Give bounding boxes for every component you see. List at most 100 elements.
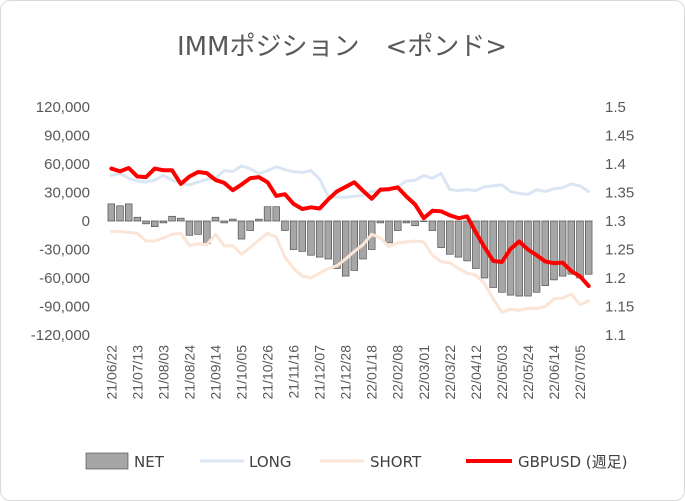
net-bar: [237, 220, 246, 240]
net-bar: [151, 220, 159, 227]
net-bar: [394, 220, 402, 231]
net-bar: [263, 206, 272, 222]
net-bar: [177, 217, 185, 222]
net-bar: [298, 220, 306, 252]
net-bar: [558, 220, 567, 277]
left-tick-label: 0: [82, 213, 90, 230]
right-tick-label: 1.35: [605, 185, 634, 202]
legend-short-label: SHORT: [370, 453, 422, 471]
x-tick-label: 22/07/05: [572, 345, 588, 400]
net-bar: [446, 220, 454, 255]
left-tick-label: 30,000: [44, 185, 90, 202]
left-tick-label: 60,000: [44, 156, 90, 173]
legend-long-label: LONG: [249, 453, 291, 471]
net-bar: [428, 220, 437, 231]
net-bar: [341, 220, 350, 277]
net-bar: [289, 220, 298, 250]
net-bar: [524, 220, 532, 297]
x-tick-label: 22/05/03: [494, 345, 510, 400]
net-bar: [420, 220, 428, 222]
net-bar: [107, 203, 116, 222]
x-tick-label: 22/01/18: [364, 345, 380, 400]
net-bar: [315, 220, 324, 258]
series-line-short: [109, 229, 591, 314]
left-tick-label: -90,000: [39, 299, 90, 316]
net-bar: [576, 220, 584, 279]
net-bar: [454, 220, 463, 258]
net-bar: [133, 216, 142, 222]
left-axis: 120,000 90,000 60,000 30,000 0 -30,000 -60,000…: [31, 99, 90, 344]
x-tick-label: 21/12/28: [338, 345, 354, 400]
net-bar: [307, 220, 315, 256]
net-bar: [229, 218, 237, 222]
net-bar: [463, 220, 471, 262]
x-tick-label: 21/10/26: [260, 345, 276, 400]
net-bar: [116, 205, 124, 222]
net-bar: [324, 220, 332, 260]
right-tick-label: 1.1: [605, 327, 626, 344]
x-tick-label: 21/08/03: [155, 345, 171, 400]
x-tick-label: 21/11/16: [286, 345, 302, 399]
chart-title: IMMポジション <ポンド>: [177, 32, 507, 62]
legend-net-label: NET: [134, 453, 165, 471]
net-bar: [194, 220, 202, 235]
net-bar: [567, 220, 575, 275]
right-axis: 1.5 1.45 1.4 1.35 1.3 1.25 1.2 1.15 1.1: [605, 99, 634, 344]
net-bar: [584, 220, 593, 275]
left-tick-label: -120,000: [31, 327, 90, 344]
x-tick-label: 21/08/24: [181, 345, 197, 400]
net-bar: [142, 220, 150, 225]
series-line-long: [109, 164, 591, 199]
x-tick-label: 21/07/13: [129, 345, 145, 400]
legend-gbpusd-label: GBPUSD (週足): [518, 453, 627, 471]
right-tick-label: 1.25: [605, 242, 634, 259]
right-tick-label: 1.45: [605, 128, 634, 145]
net-bar: [437, 220, 445, 248]
series-line-gbpusd: [109, 165, 591, 288]
net-bar: [506, 220, 515, 296]
net-bar: [376, 220, 385, 224]
x-tick-label: 22/03/22: [442, 345, 458, 400]
net-bar: [272, 206, 280, 222]
net-bar: [515, 220, 523, 297]
right-tick-label: 1.5: [605, 99, 626, 116]
x-tick-label: 22/02/08: [390, 345, 406, 400]
net-bar: [550, 220, 558, 281]
net-bar: [185, 220, 194, 236]
net-bar: [168, 215, 176, 222]
x-tick-label: 22/06/14: [546, 345, 562, 400]
left-tick-label: -60,000: [39, 270, 90, 287]
net-bar: [472, 220, 480, 269]
left-tick-label: -30,000: [39, 242, 90, 259]
net-bar: [211, 216, 220, 222]
net-bar: [281, 220, 289, 231]
net-bar: [125, 203, 133, 222]
net-bar: [255, 218, 263, 222]
net-bars: [107, 203, 593, 297]
series-lines: [109, 164, 591, 314]
right-tick-label: 1.2: [605, 270, 626, 287]
x-tick-label: 21/12/07: [312, 345, 328, 400]
net-bar: [541, 220, 549, 286]
net-bar: [159, 220, 168, 224]
net-bar: [333, 220, 341, 269]
x-axis: 21/06/22 21/07/13 21/08/03 21/08/24 21/09/14…: [103, 345, 588, 400]
legend-net-swatch: [85, 452, 129, 470]
net-bar: [402, 220, 411, 224]
net-bar: [350, 220, 359, 271]
x-tick-label: 22/05/24: [520, 345, 536, 400]
x-tick-label: 22/04/12: [468, 345, 484, 400]
x-tick-label: 21/10/05: [234, 345, 250, 400]
right-tick-label: 1.3: [605, 213, 626, 230]
x-tick-label: 22/03/01: [416, 345, 432, 400]
right-tick-label: 1.15: [605, 299, 634, 316]
legend: NET LONG SHORT GBPUSD (週足): [85, 452, 627, 471]
x-tick-label: 21/06/22: [103, 345, 119, 400]
left-tick-label: 120,000: [36, 99, 90, 116]
net-bar: [220, 220, 228, 224]
net-bar: [246, 220, 254, 231]
net-bar: [411, 220, 419, 227]
left-tick-label: 90,000: [44, 128, 90, 145]
right-tick-label: 1.4: [605, 156, 626, 173]
